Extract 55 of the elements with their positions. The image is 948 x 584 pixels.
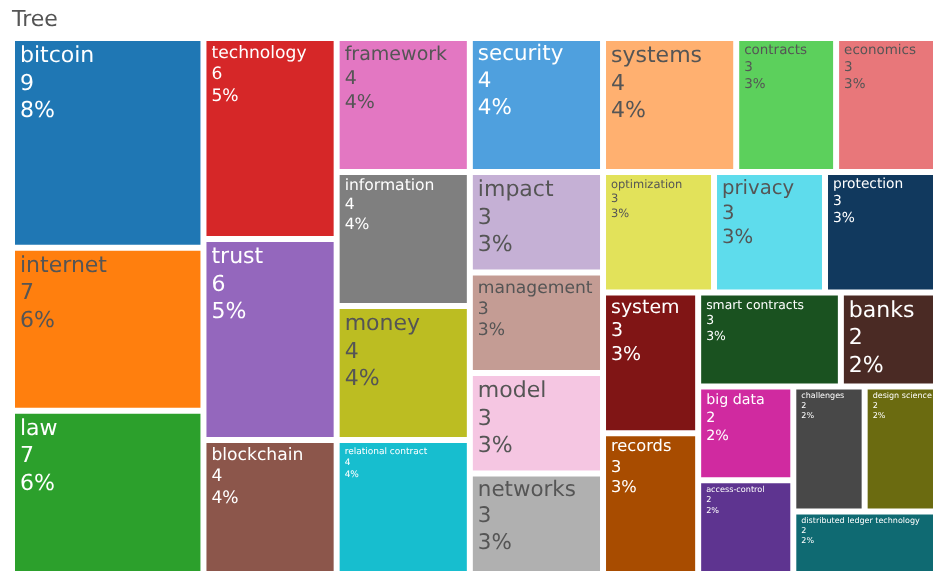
text: 4%	[344, 91, 375, 114]
text: 3%	[477, 321, 506, 342]
data-label: 4	[611, 69, 626, 96]
data-label: 3	[477, 404, 492, 431]
category-label: technology	[211, 44, 307, 64]
data-label: 2	[848, 324, 863, 351]
text: 3%	[611, 475, 637, 496]
category-label: systems	[611, 42, 703, 68]
text: 5%	[211, 298, 247, 324]
category-label: money	[344, 310, 422, 336]
text: 4%	[344, 365, 380, 391]
category-label: internet	[20, 251, 109, 278]
text: 3%	[477, 529, 512, 556]
category-label: system	[611, 296, 680, 319]
text: 4%	[211, 488, 239, 509]
category-label: law	[20, 414, 58, 441]
text: 4%	[611, 97, 646, 123]
category-label: security	[477, 40, 565, 66]
category-label: trust	[211, 243, 265, 269]
data-label: 3	[611, 455, 622, 476]
text: 8%	[20, 97, 55, 123]
data-label: 6	[211, 65, 223, 86]
text: 3%	[477, 432, 513, 458]
category-label: records	[611, 435, 672, 456]
text: 3%	[611, 344, 642, 367]
text: Tree	[10, 6, 59, 32]
category-label: framework	[344, 44, 449, 66]
category-label: management	[477, 278, 594, 299]
category-label: blockchain	[211, 446, 304, 466]
data-label: 7	[20, 279, 34, 306]
data-label: 3	[477, 502, 492, 529]
data-label: 4	[344, 67, 357, 90]
text: 2%	[848, 351, 884, 378]
data-label: 4	[344, 337, 359, 364]
text: 4%	[477, 93, 512, 120]
text: 3%	[722, 227, 754, 250]
category-label: impact	[477, 176, 555, 202]
data-label: 4	[477, 66, 492, 93]
category-label: networks	[477, 475, 577, 502]
data-label: 3	[477, 299, 489, 320]
data-label: 3	[477, 203, 492, 230]
data-label: 4	[211, 467, 223, 488]
data-label: 6	[211, 270, 226, 297]
data-label: 9	[20, 69, 34, 96]
data-label: 7	[20, 442, 34, 469]
text: 3%	[477, 231, 513, 257]
data-label: 3	[722, 202, 735, 225]
text: 6%	[20, 306, 55, 333]
category-label: bitcoin	[20, 42, 95, 68]
category-label: privacy	[722, 178, 795, 200]
data-label: 3	[611, 320, 624, 343]
text: 5%	[211, 86, 239, 107]
category-label: banks	[848, 296, 915, 323]
category-label: model	[477, 377, 547, 403]
text: 6%	[20, 469, 55, 496]
